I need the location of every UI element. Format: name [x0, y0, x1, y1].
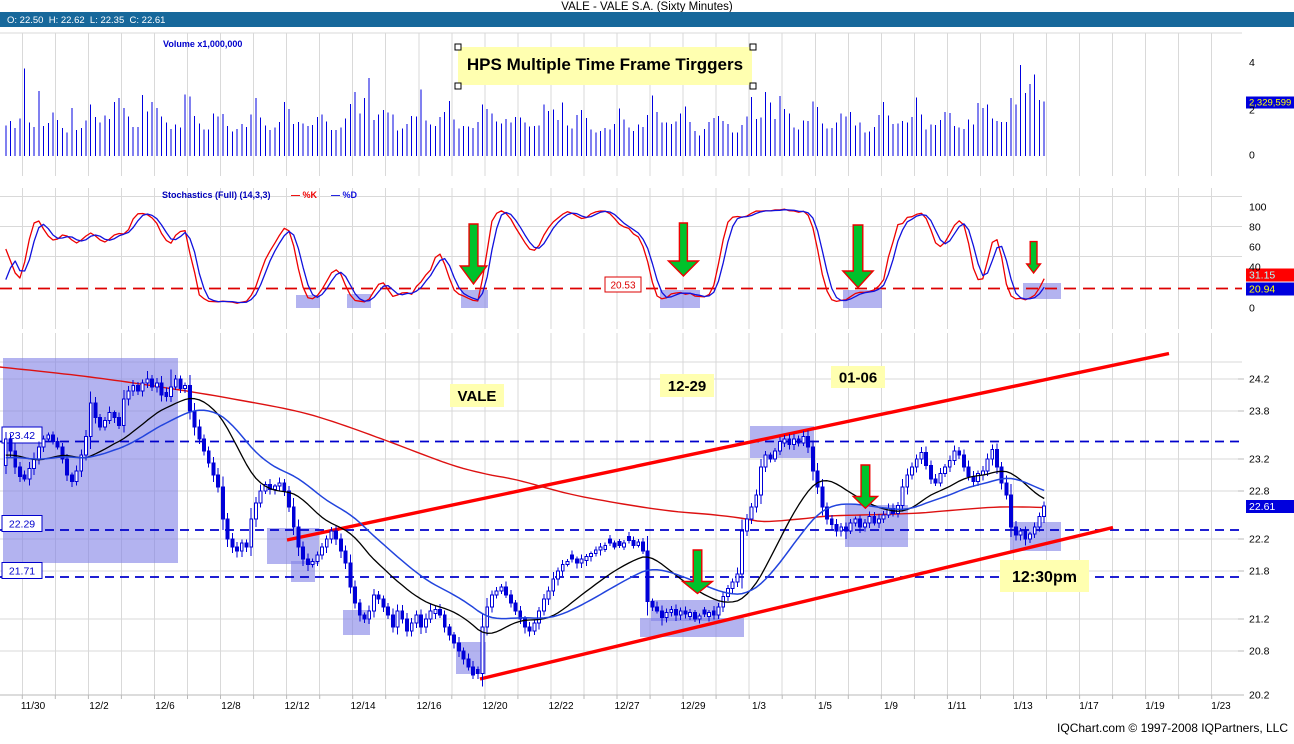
- svg-text:21.71: 21.71: [9, 566, 35, 578]
- svg-text:1/9: 1/9: [884, 701, 898, 712]
- svg-text:1/19: 1/19: [1145, 701, 1165, 712]
- svg-text:4: 4: [1249, 57, 1255, 69]
- svg-text:60: 60: [1249, 242, 1261, 254]
- svg-text:20.94: 20.94: [1249, 284, 1275, 296]
- svg-text:23.2: 23.2: [1249, 454, 1270, 466]
- svg-text:22.8: 22.8: [1249, 486, 1270, 498]
- svg-text:21.8: 21.8: [1249, 566, 1270, 578]
- svg-text:1/5: 1/5: [818, 701, 832, 712]
- svg-text:1/11: 1/11: [948, 701, 967, 712]
- svg-text:22.2: 22.2: [1249, 534, 1270, 546]
- svg-text:12/29: 12/29: [680, 701, 705, 712]
- svg-text:12/2: 12/2: [89, 701, 109, 712]
- svg-text:20.53: 20.53: [610, 281, 635, 292]
- svg-text:12-29: 12-29: [668, 378, 706, 395]
- svg-text:HPS Multiple Time Frame Tirgge: HPS Multiple Time Frame Tirggers: [467, 55, 743, 74]
- svg-text:01-06: 01-06: [839, 369, 877, 386]
- svg-text:12/22: 12/22: [548, 701, 573, 712]
- svg-text:12/12: 12/12: [284, 701, 309, 712]
- svg-text:100: 100: [1249, 202, 1267, 214]
- svg-text:12/16: 12/16: [416, 701, 441, 712]
- svg-text:80: 80: [1249, 222, 1261, 234]
- svg-text:— %D: — %D: [331, 190, 358, 200]
- svg-text:0: 0: [1249, 150, 1255, 162]
- svg-text:23.42: 23.42: [9, 430, 35, 442]
- svg-text:40: 40: [1249, 262, 1261, 274]
- svg-text:24.2: 24.2: [1249, 374, 1270, 386]
- svg-text:12:30pm: 12:30pm: [1012, 569, 1077, 586]
- svg-text:12/8: 12/8: [221, 701, 241, 712]
- svg-text:12/6: 12/6: [155, 701, 175, 712]
- svg-text:2,329,599: 2,329,599: [1249, 98, 1291, 109]
- svg-text:20.8: 20.8: [1249, 646, 1270, 658]
- svg-text:VALE: VALE: [458, 388, 497, 405]
- svg-text:VALE - VALE S.A. (Sixty Minute: VALE - VALE S.A. (Sixty Minutes): [561, 1, 733, 13]
- svg-text:Stochastics (Full) (14,3,3): Stochastics (Full) (14,3,3): [162, 190, 271, 200]
- svg-text:— %K: — %K: [291, 190, 318, 200]
- svg-text:12/27: 12/27: [614, 701, 639, 712]
- svg-text:11/30: 11/30: [21, 701, 46, 712]
- svg-text:31.15: 31.15: [1249, 270, 1275, 282]
- svg-text:O: 22.50 H: 22.62 L: 22.35: O: 22.50 H: 22.62 L: 22.35 C: 22.61: [7, 15, 165, 26]
- svg-text:20.2: 20.2: [1249, 690, 1270, 702]
- svg-text:21.2: 21.2: [1249, 614, 1270, 626]
- svg-text:1/13: 1/13: [1013, 701, 1033, 712]
- svg-text:1/23: 1/23: [1211, 701, 1231, 712]
- svg-text:22.29: 22.29: [9, 519, 35, 531]
- svg-text:12/20: 12/20: [482, 701, 507, 712]
- svg-text:1/3: 1/3: [752, 701, 766, 712]
- svg-text:12/14: 12/14: [350, 701, 375, 712]
- svg-text:1/17: 1/17: [1079, 701, 1099, 712]
- svg-text:23.8: 23.8: [1249, 406, 1270, 418]
- svg-text:IQChart.com © 1997-2008 IQPart: IQChart.com © 1997-2008 IQPartners, LLC: [1057, 721, 1288, 735]
- svg-text:Volume x1,000,000: Volume x1,000,000: [163, 39, 242, 49]
- svg-text:0: 0: [1249, 303, 1255, 315]
- svg-text:22.61: 22.61: [1249, 501, 1275, 513]
- svg-text:2: 2: [1249, 105, 1255, 117]
